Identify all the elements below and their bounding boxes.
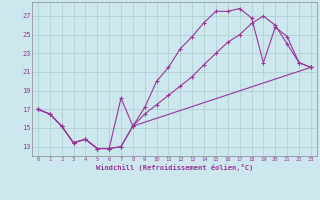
X-axis label: Windchill (Refroidissement éolien,°C): Windchill (Refroidissement éolien,°C) [96,164,253,171]
